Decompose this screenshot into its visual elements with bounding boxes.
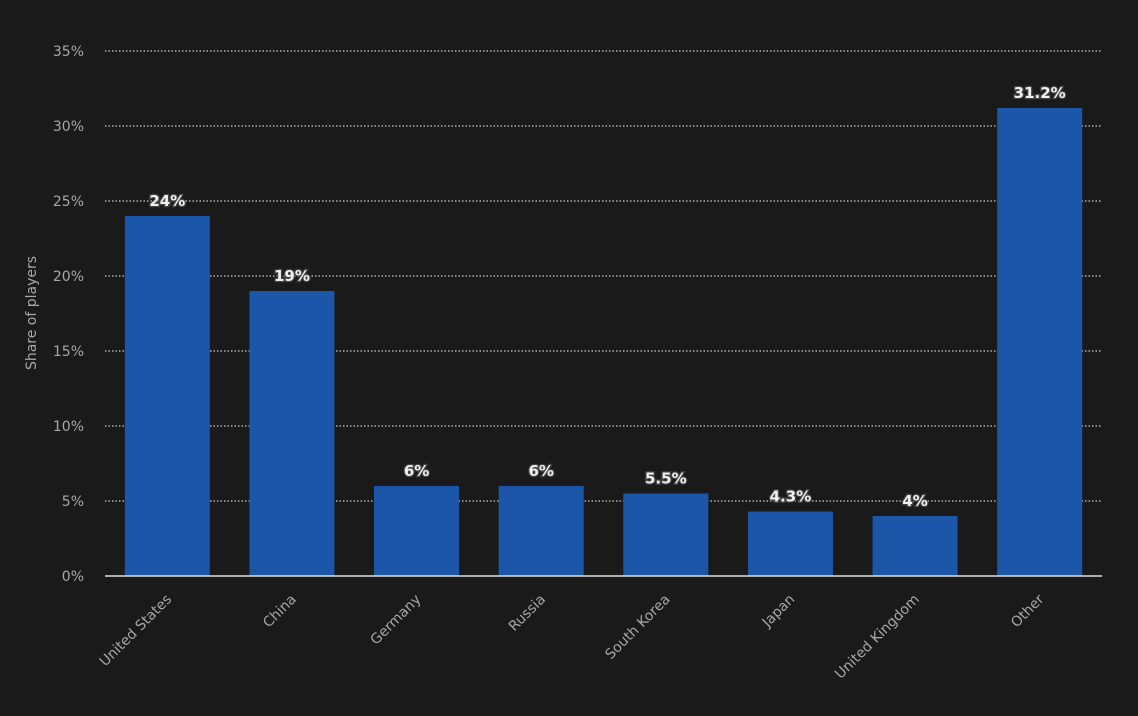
bar — [747, 511, 833, 576]
y-tick-label: 35% — [53, 44, 84, 60]
y-tick-label: 15% — [53, 344, 84, 360]
data-label: 31.2% — [1014, 84, 1066, 102]
bar — [124, 216, 210, 576]
y-tick-label: 0% — [62, 569, 84, 585]
y-axis-ticks: 0% 5% 10% 15% 20% 25% 30% 35% — [53, 44, 84, 585]
y-tick-label: 5% — [62, 494, 84, 510]
x-tick-label: Other — [1008, 591, 1048, 631]
data-label: 6% — [528, 462, 553, 480]
x-tick-label: United States — [97, 592, 175, 670]
y-tick-label: 25% — [53, 194, 84, 210]
y-tick-label: 20% — [53, 269, 84, 285]
data-labels: 24% 19% 6% 6% 5.5% 4.3% 4% 31.2% — [148, 83, 1067, 512]
x-tick-label: United Kingdom — [832, 592, 923, 683]
data-label: 5.5% — [645, 470, 687, 488]
x-tick-label: Russia — [506, 592, 549, 635]
bars — [124, 108, 1083, 576]
x-tick-label: Japan — [759, 592, 799, 632]
data-label: 4.3% — [770, 488, 812, 506]
bar — [498, 486, 584, 576]
data-label: 4% — [902, 492, 927, 510]
x-axis-categories: United States China Germany Russia South Kor… — [97, 591, 1048, 682]
bar — [623, 493, 709, 576]
bar — [872, 516, 958, 576]
bar — [249, 291, 335, 576]
data-label: 24% — [149, 192, 185, 210]
bar — [374, 486, 460, 576]
y-tick-label: 30% — [53, 119, 84, 135]
bar — [997, 108, 1083, 576]
y-tick-label: 10% — [53, 419, 84, 435]
x-tick-label: South Korea — [602, 592, 673, 663]
data-label: 19% — [274, 267, 310, 285]
gridlines — [105, 50, 1102, 502]
x-tick-label: China — [260, 592, 300, 632]
x-tick-label: Germany — [368, 592, 425, 649]
data-label: 6% — [404, 462, 429, 480]
y-axis-label: Share of players — [24, 256, 40, 370]
